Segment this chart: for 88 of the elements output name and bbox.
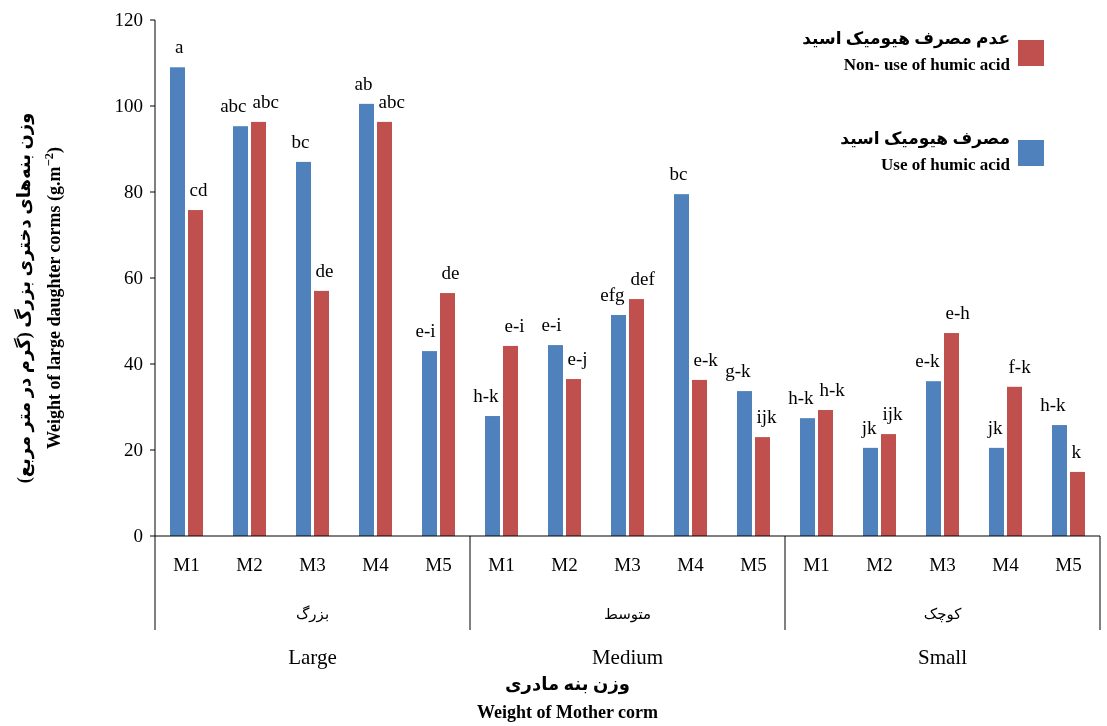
data-label: efg	[600, 283, 625, 305]
bar	[989, 447, 1004, 536]
data-label: e-k	[693, 348, 719, 370]
bar	[818, 410, 833, 536]
data-label: jk	[986, 416, 1003, 438]
data-label: jk	[860, 416, 877, 438]
bar	[170, 67, 185, 536]
data-label: h-k	[788, 387, 814, 409]
bar	[611, 314, 626, 536]
bar	[1052, 425, 1067, 536]
data-label: e-h	[945, 302, 971, 324]
bar	[188, 210, 203, 536]
data-label: e-i	[541, 314, 562, 336]
bar	[296, 161, 311, 536]
data-label: e-j	[567, 348, 588, 370]
x-tick-label: M4	[362, 554, 390, 575]
data-label: k	[1071, 440, 1082, 462]
text: کوچک	[923, 606, 963, 623]
bar	[233, 126, 248, 536]
data-label: abc	[220, 95, 247, 117]
x-tick-label: M1	[488, 554, 515, 575]
bar	[692, 379, 707, 536]
data-label: bc	[669, 163, 688, 185]
bar	[674, 194, 689, 536]
y-tick-label: 60	[124, 267, 143, 288]
data-label: g-k	[725, 360, 751, 382]
bar	[755, 437, 770, 536]
data-label: cd	[189, 179, 208, 201]
data-label: e-i	[504, 314, 525, 336]
data-label: de	[315, 259, 334, 281]
bar	[359, 103, 374, 536]
bar	[863, 447, 878, 536]
data-label: bc	[291, 130, 310, 152]
x-tick-label: M4	[992, 554, 1020, 575]
x-tick-label: M3	[299, 554, 326, 575]
text: بزرگ	[295, 605, 330, 623]
text: متوسط	[603, 606, 652, 623]
x-tick-label: M4	[677, 554, 705, 575]
bar	[440, 293, 455, 536]
text: Large	[288, 645, 337, 669]
x-tick-label: M2	[236, 554, 263, 575]
bar	[737, 391, 752, 536]
x-tick-label: M5	[1055, 554, 1082, 575]
data-label: ab	[354, 72, 373, 94]
bar	[881, 434, 896, 536]
data-label: ijk	[756, 406, 778, 428]
data-label: def	[630, 268, 656, 290]
data-label: abc	[378, 90, 405, 112]
bar	[800, 418, 815, 536]
bar	[503, 345, 518, 536]
y-tick-label: 80	[124, 181, 143, 202]
data-label: e-k	[915, 350, 940, 372]
bar	[1007, 386, 1022, 536]
x-tick-label: M5	[740, 554, 767, 575]
bar	[944, 333, 959, 536]
bar	[926, 381, 941, 536]
bar	[422, 351, 437, 536]
text: Medium	[591, 645, 664, 669]
data-label: h-k	[473, 385, 499, 407]
y-tick-label: 40	[124, 353, 143, 374]
x-tick-label: M5	[425, 554, 452, 575]
bar	[1070, 471, 1085, 536]
bar	[485, 416, 500, 536]
x-tick-label: M2	[866, 554, 893, 575]
x-tick-label: M2	[551, 554, 578, 575]
bar	[314, 290, 329, 536]
data-label: e-i	[415, 320, 436, 342]
bar	[566, 379, 581, 536]
x-tick-label: M1	[803, 554, 830, 575]
data-label: h-k	[819, 379, 846, 401]
bar	[377, 121, 392, 536]
bar	[251, 121, 266, 536]
data-label: ijk	[882, 403, 904, 425]
x-tick-label: M3	[929, 554, 956, 575]
data-label: abc	[252, 90, 279, 112]
y-tick-label: 20	[124, 439, 143, 460]
y-tick-label: 100	[114, 95, 143, 116]
data-label: f-k	[1008, 355, 1032, 377]
bar	[548, 345, 563, 536]
x-tick-label: M1	[173, 554, 200, 575]
text: Small	[917, 645, 968, 669]
y-tick-label: 0	[133, 525, 143, 546]
data-label: h-k	[1040, 394, 1066, 416]
bar	[629, 299, 644, 536]
data-label: a	[175, 36, 185, 58]
x-tick-label: M3	[614, 554, 641, 575]
y-tick-label: 120	[114, 9, 143, 30]
data-label: de	[441, 262, 460, 284]
